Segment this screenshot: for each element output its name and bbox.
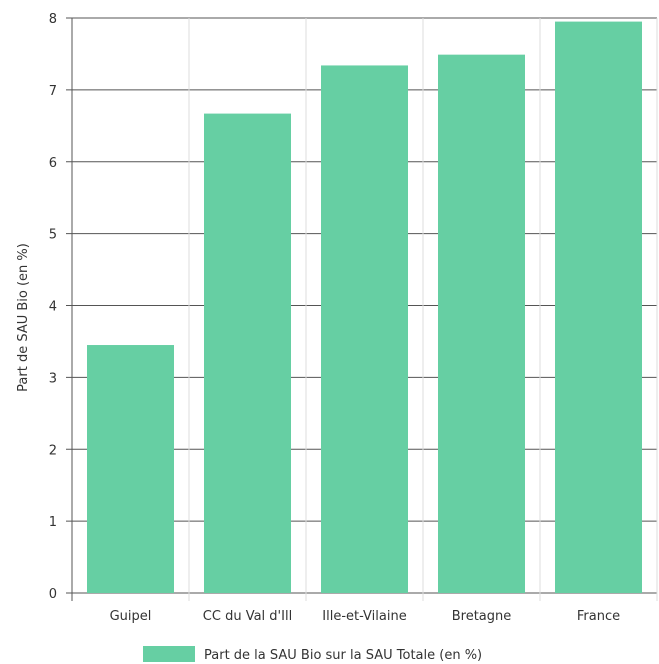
x-tick-label: Ille-et-Vilaine: [322, 609, 406, 624]
y-tick-label: 5: [49, 228, 57, 243]
y-tick-label: 4: [49, 300, 57, 315]
bar-france[interactable]: [555, 21, 642, 593]
y-axis-tick-labels: 0 1 2 3 4 5 6 7 8: [49, 12, 57, 602]
y-tick-label: 3: [49, 371, 57, 386]
bar-bretagne[interactable]: [438, 54, 525, 593]
legend-label: Part de la SAU Bio sur la SAU Totale (en…: [204, 648, 482, 663]
bar-cc-du-val-d-ill[interactable]: [204, 113, 291, 593]
x-tick-label: Bretagne: [452, 609, 512, 624]
y-tick-label: 6: [49, 156, 57, 171]
bar-ille-et-vilaine[interactable]: [321, 65, 408, 593]
y-axis-title: Part de SAU Bio (en %): [16, 243, 31, 392]
y-tick-label: 1: [49, 515, 57, 530]
legend-swatch: [143, 646, 195, 662]
y-tick-label: 2: [49, 443, 57, 458]
x-tick-label: Guipel: [110, 609, 152, 624]
y-tick-label: 7: [49, 84, 57, 99]
bar-guipel[interactable]: [87, 345, 174, 593]
x-tick-label: CC du Val d'Ill: [203, 609, 292, 624]
x-axis-tick-labels: Guipel CC du Val d'Ill Ille-et-Vilaine Bret…: [110, 609, 621, 624]
x-tick-label: France: [577, 609, 620, 624]
bars: [87, 21, 642, 593]
y-tick-label: 8: [49, 12, 57, 27]
legend[interactable]: Part de la SAU Bio sur la SAU Totale (en…: [143, 646, 482, 663]
y-tick-label: 0: [49, 587, 57, 602]
